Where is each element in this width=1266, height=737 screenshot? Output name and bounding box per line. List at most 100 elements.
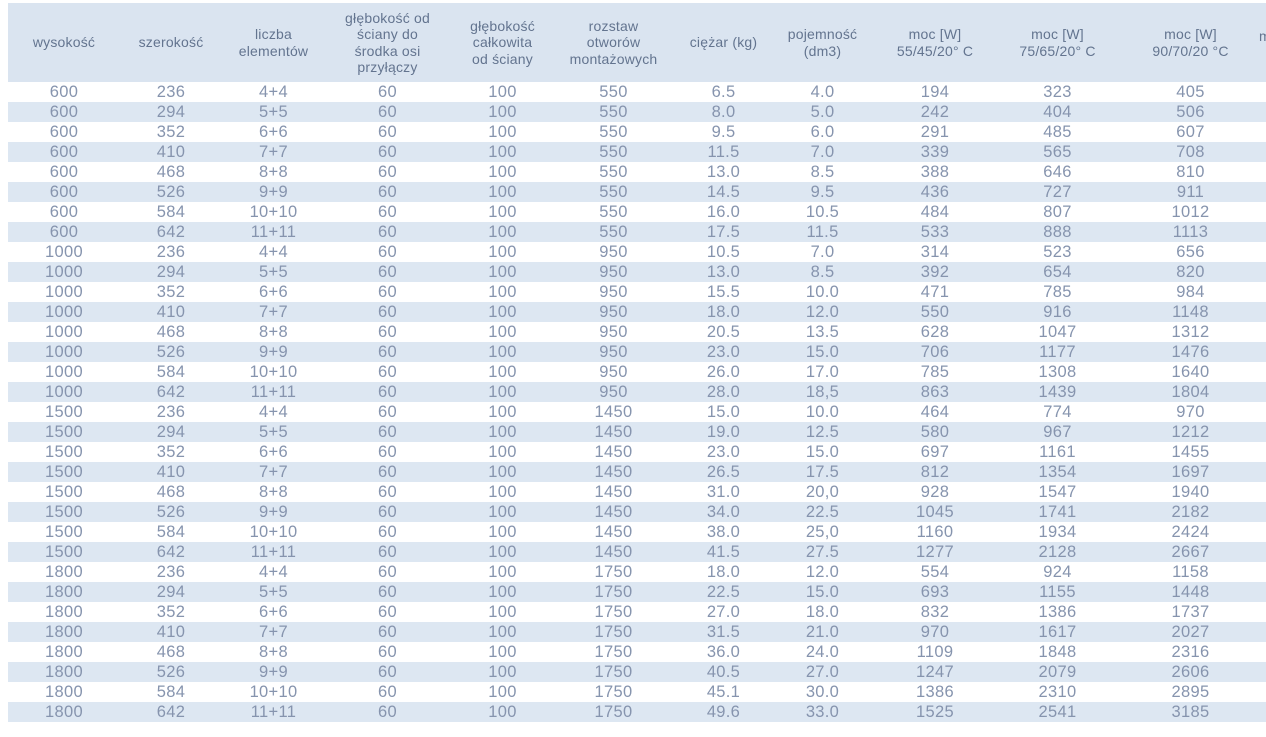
cell-glebokosc-przylaczy: 60	[325, 342, 450, 362]
cell-glebokosc-calkowita: 100	[450, 342, 555, 362]
cell-moc-90-70-20: 2667	[1115, 542, 1266, 562]
column-header-moc-90-70-20: moc [W] 90/70/20 °C	[1115, 3, 1266, 82]
cell-moc-55-45-20: 706	[870, 342, 1000, 362]
cell-ciezar: 18.0	[672, 562, 775, 582]
cell-wysokosc: 1800	[8, 602, 120, 622]
cell-glebokosc-przylaczy: 60	[325, 362, 450, 382]
cell-moc-75-65-20: 1547	[1000, 482, 1115, 502]
cell-moc-75-65-20: 807	[1000, 202, 1115, 222]
table-row: 1000 410 7+7 60 100 950 18.0 12.0 550 916 1148	[8, 302, 1266, 322]
cell-pojemnosc: 33.0	[775, 702, 870, 722]
cell-wysokosc: 1500	[8, 442, 120, 462]
cell-liczba-elementow: 5+5	[222, 582, 325, 602]
cell-pojemnosc: 10.0	[775, 282, 870, 302]
cell-moc-75-65-20: 1308	[1000, 362, 1115, 382]
cell-liczba-elementow: 7+7	[222, 142, 325, 162]
cell-szerokosc: 468	[120, 482, 222, 502]
cell-moc-90-70-20: 1804	[1115, 382, 1266, 402]
table-row: 1800 584 10+10 60 100 1750 45.1 30.0 1386 2310 289…	[8, 682, 1266, 702]
cell-glebokosc-calkowita: 100	[450, 162, 555, 182]
cell-glebokosc-calkowita: 100	[450, 542, 555, 562]
cell-ciezar: 17.5	[672, 222, 775, 242]
cell-liczba-elementow: 5+5	[222, 422, 325, 442]
cell-liczba-elementow: 11+11	[222, 382, 325, 402]
cell-moc-90-70-20: 2606	[1115, 662, 1266, 682]
cell-moc-55-45-20: 314	[870, 242, 1000, 262]
column-header-liczba-elementow: liczba elementów	[222, 3, 325, 82]
cell-glebokosc-calkowita: 100	[450, 562, 555, 582]
cell-ciezar: 8.0	[672, 102, 775, 122]
cell-wysokosc: 600	[8, 202, 120, 222]
cell-moc-75-65-20: 1161	[1000, 442, 1115, 462]
cell-szerokosc: 236	[120, 562, 222, 582]
cell-wysokosc: 1500	[8, 482, 120, 502]
cell-liczba-elementow: 11+11	[222, 702, 325, 722]
cell-liczba-elementow: 10+10	[222, 362, 325, 382]
column-header-moc-55-45-20: moc [W] 55/45/20° C	[870, 3, 1000, 82]
table-row: 1800 236 4+4 60 100 1750 18.0 12.0 554 924 1158	[8, 562, 1266, 582]
cell-moc-75-65-20: 485	[1000, 122, 1115, 142]
cell-moc-90-70-20: 2316	[1115, 642, 1266, 662]
cell-moc-90-70-20: 911	[1115, 182, 1266, 202]
cell-moc-75-65-20: 1848	[1000, 642, 1115, 662]
cell-glebokosc-przylaczy: 60	[325, 162, 450, 182]
cell-ciezar: 13.0	[672, 162, 775, 182]
cell-liczba-elementow: 11+11	[222, 542, 325, 562]
table-row: 1500 294 5+5 60 100 1450 19.0 12.5 580 967 1212	[8, 422, 1266, 442]
cell-moc-55-45-20: 550	[870, 302, 1000, 322]
table-row: 1000 584 10+10 60 100 950 26.0 17.0 785 1308 1640	[8, 362, 1266, 382]
cell-liczba-elementow: 10+10	[222, 202, 325, 222]
cell-moc-90-70-20: 1012	[1115, 202, 1266, 222]
cell-glebokosc-przylaczy: 60	[325, 482, 450, 502]
cell-liczba-elementow: 4+4	[222, 562, 325, 582]
cell-wysokosc: 1500	[8, 542, 120, 562]
cell-liczba-elementow: 6+6	[222, 442, 325, 462]
cell-moc-90-70-20: 1940	[1115, 482, 1266, 502]
column-header-moc-75-65-20: moc [W] 75/65/20° C	[1000, 3, 1115, 82]
table-row: 1800 468 8+8 60 100 1750 36.0 24.0 1109 1848 2316	[8, 642, 1266, 662]
radiator-spec-table: wysokość szerokość liczba elementów głęboko…	[8, 3, 1266, 722]
cell-wysokosc: 600	[8, 142, 120, 162]
cell-glebokosc-przylaczy: 60	[325, 382, 450, 402]
table-row: 1500 236 4+4 60 100 1450 15.0 10.0 464 774 970	[8, 402, 1266, 422]
cell-glebokosc-przylaczy: 60	[325, 182, 450, 202]
cell-moc-90-70-20: 970	[1115, 402, 1266, 422]
cutoff-adjacent-column-fragment: moc [W]	[1259, 28, 1266, 44]
cell-rozstaw-otworow: 950	[555, 242, 672, 262]
cell-szerokosc: 526	[120, 342, 222, 362]
cell-pojemnosc: 18,5	[775, 382, 870, 402]
cell-glebokosc-calkowita: 100	[450, 262, 555, 282]
cell-moc-75-65-20: 2128	[1000, 542, 1115, 562]
cell-moc-55-45-20: 1277	[870, 542, 1000, 562]
cell-moc-75-65-20: 2541	[1000, 702, 1115, 722]
cell-glebokosc-calkowita: 100	[450, 322, 555, 342]
cell-szerokosc: 410	[120, 302, 222, 322]
cell-moc-55-45-20: 863	[870, 382, 1000, 402]
cell-glebokosc-przylaczy: 60	[325, 462, 450, 482]
cell-glebokosc-calkowita: 100	[450, 582, 555, 602]
cell-wysokosc: 1800	[8, 622, 120, 642]
cell-moc-55-45-20: 1247	[870, 662, 1000, 682]
table-header: wysokość szerokość liczba elementów głęboko…	[8, 3, 1266, 82]
cell-glebokosc-przylaczy: 60	[325, 82, 450, 102]
cell-moc-75-65-20: 2310	[1000, 682, 1115, 702]
cell-szerokosc: 526	[120, 182, 222, 202]
cell-ciezar: 15.0	[672, 402, 775, 422]
cell-wysokosc: 1000	[8, 282, 120, 302]
cell-moc-75-65-20: 727	[1000, 182, 1115, 202]
cell-moc-55-45-20: 1160	[870, 522, 1000, 542]
cell-rozstaw-otworow: 1750	[555, 642, 672, 662]
cell-pojemnosc: 7.0	[775, 242, 870, 262]
cell-moc-75-65-20: 924	[1000, 562, 1115, 582]
cell-moc-90-70-20: 1448	[1115, 582, 1266, 602]
cell-moc-75-65-20: 404	[1000, 102, 1115, 122]
cell-ciezar: 31.0	[672, 482, 775, 502]
cell-ciezar: 20.5	[672, 322, 775, 342]
cell-ciezar: 28.0	[672, 382, 775, 402]
cell-moc-75-65-20: 1617	[1000, 622, 1115, 642]
cell-moc-75-65-20: 2079	[1000, 662, 1115, 682]
cell-rozstaw-otworow: 1450	[555, 522, 672, 542]
cell-moc-90-70-20: 405	[1115, 82, 1266, 102]
cell-ciezar: 23.0	[672, 442, 775, 462]
